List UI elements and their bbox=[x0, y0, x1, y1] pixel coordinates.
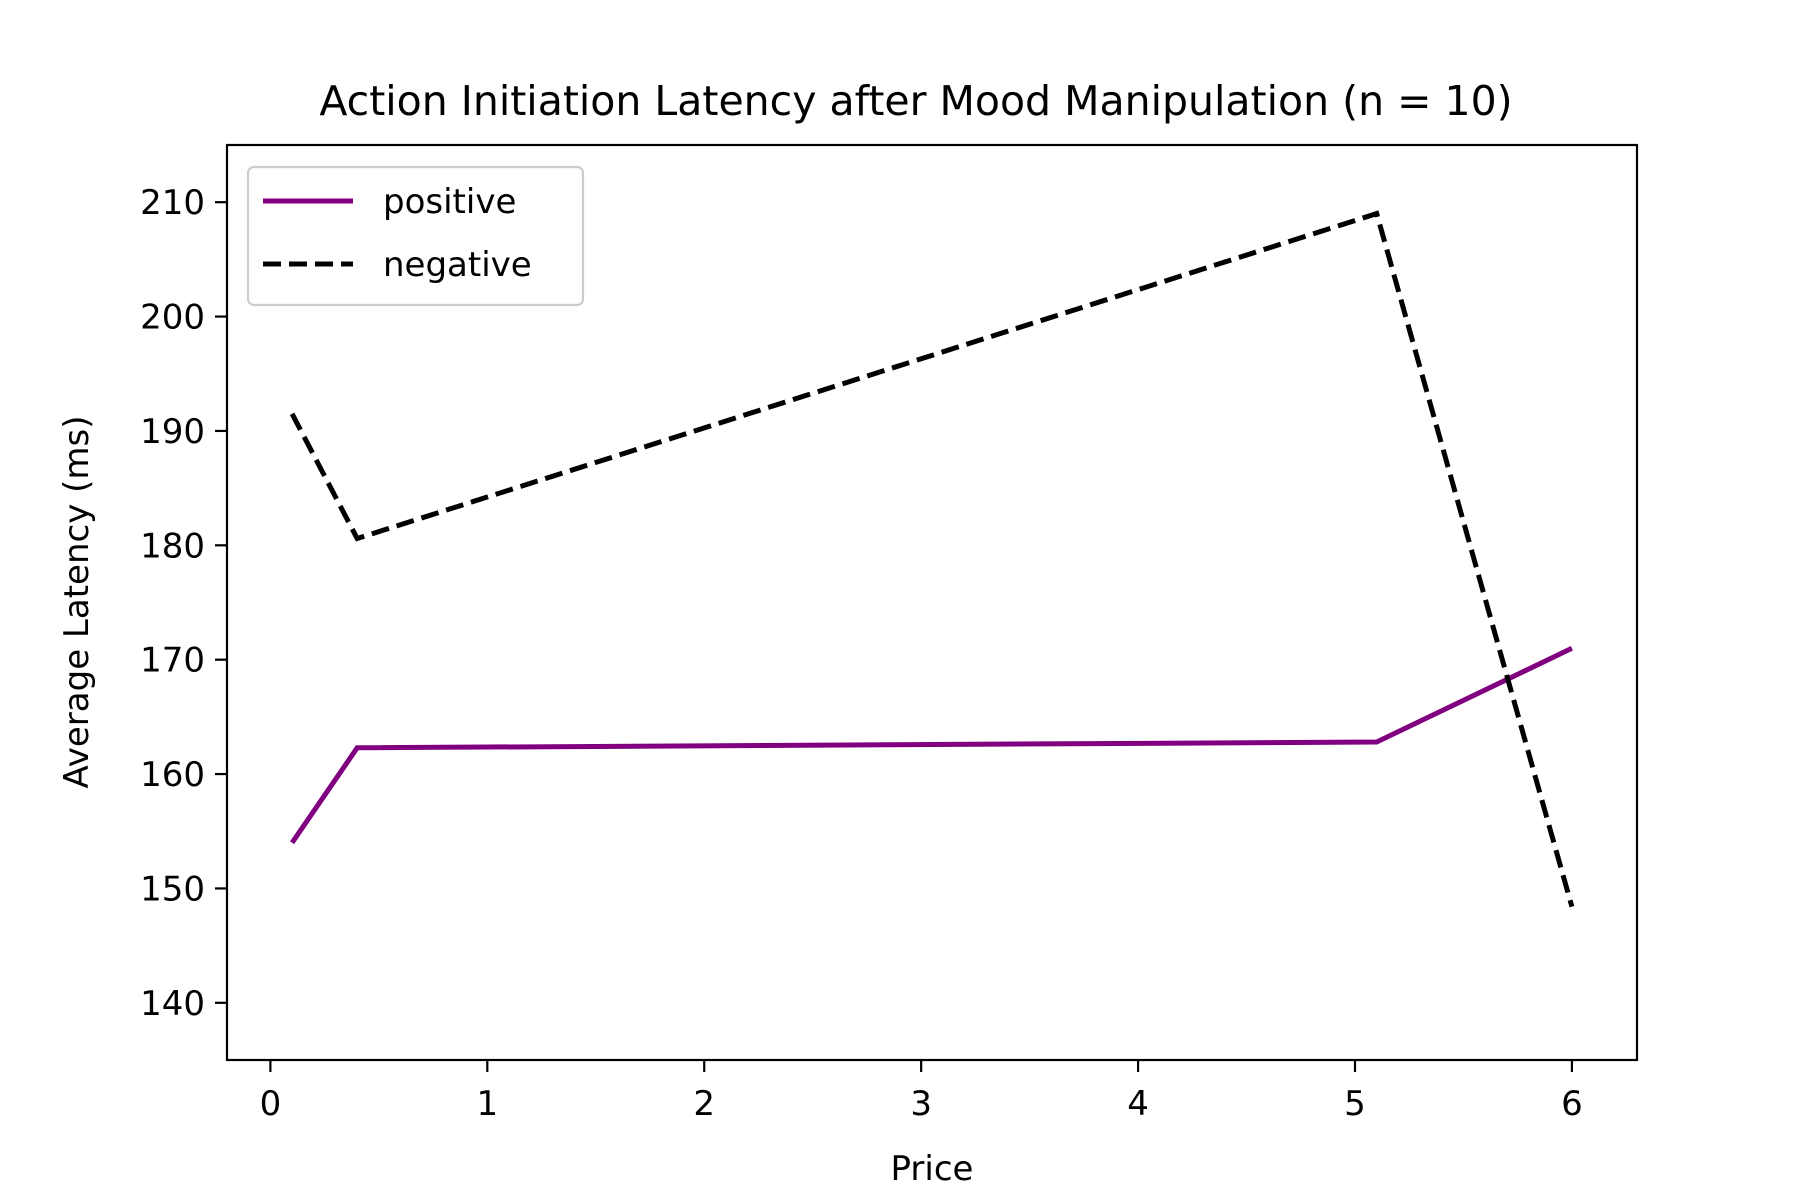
legend-label-positive: positive bbox=[383, 182, 516, 222]
series-line-negative bbox=[289, 210, 1575, 908]
series-line-positive bbox=[290, 646, 1573, 845]
plot-frame bbox=[225, 143, 1639, 1062]
y-tick-label: 190 bbox=[140, 412, 205, 452]
x-tick-label: 5 bbox=[1344, 1084, 1366, 1124]
y-tick-label: 140 bbox=[140, 984, 205, 1024]
legend-items: positive negative bbox=[263, 182, 532, 285]
x-axis-title: Price bbox=[891, 1149, 974, 1189]
chart-title: Action Initiation Latency after Mood Man… bbox=[319, 77, 1512, 125]
x-tick-label: 0 bbox=[260, 1084, 282, 1124]
y-tick-label: 150 bbox=[140, 869, 205, 909]
plot-lines bbox=[289, 210, 1575, 908]
y-tick-label: 170 bbox=[140, 641, 205, 681]
y-tick-label: 210 bbox=[140, 183, 205, 223]
y-tick-label: 180 bbox=[140, 526, 205, 566]
y-tick-label: 200 bbox=[140, 298, 205, 338]
legend-label-negative: negative bbox=[383, 245, 532, 285]
x-tick-label: 3 bbox=[910, 1084, 932, 1124]
y-axis: 140 150 160 170 180 190 200 210 bbox=[140, 183, 227, 1024]
y-axis-title: Average Latency (ms) bbox=[57, 416, 97, 789]
legend: positive negative bbox=[246, 165, 585, 307]
x-axis: 0 1 2 3 4 5 6 bbox=[260, 1060, 1583, 1124]
x-tick-label: 4 bbox=[1127, 1084, 1149, 1124]
y-tick-label: 160 bbox=[140, 755, 205, 795]
x-tick-label: 6 bbox=[1561, 1084, 1583, 1124]
x-tick-label: 2 bbox=[693, 1084, 715, 1124]
x-tick-label: 1 bbox=[476, 1084, 498, 1124]
